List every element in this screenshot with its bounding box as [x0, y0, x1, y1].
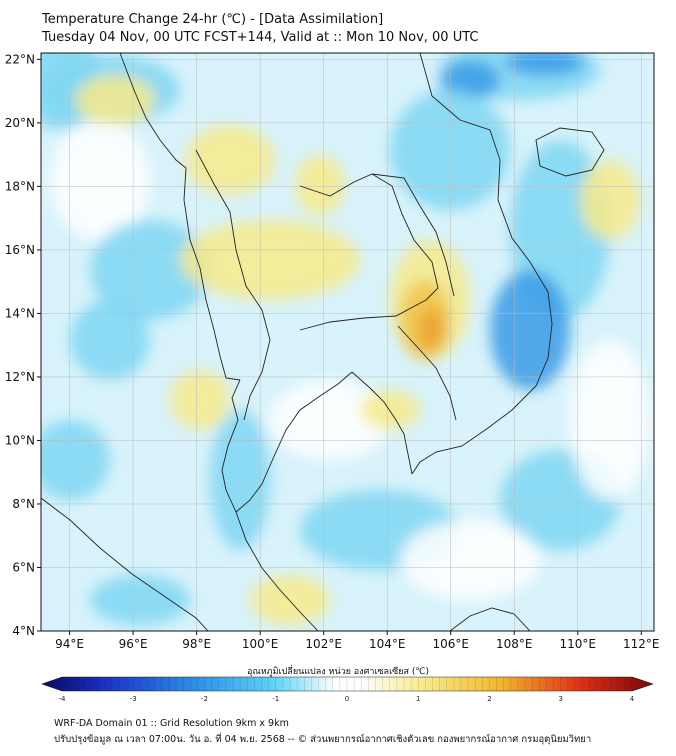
cambodia-coast — [351, 371, 413, 475]
field-patch — [180, 220, 360, 300]
field-patch — [250, 575, 330, 625]
map-subtitle: Tuesday 04 Nov, 00 UTC FCST+144, Valid a… — [42, 30, 479, 45]
colorbar-tick-label: 0 — [345, 695, 349, 703]
field-patch — [170, 370, 230, 430]
lat-tick-label: 18°N — [5, 179, 35, 193]
lat-tick-label: 14°N — [5, 306, 35, 320]
colorbar-tick-label: 4 — [630, 695, 635, 703]
colorbar-tick-label: -3 — [130, 695, 137, 703]
colorbar: -4 -3 -2 -1 0 1 2 3 4 — [41, 676, 654, 703]
lon-tick-label: 98°E — [182, 637, 211, 651]
field-patch — [41, 420, 110, 500]
field-patch — [90, 575, 190, 625]
field-patch — [400, 520, 540, 600]
footer-domain-info: WRF-DA Domain 01 :: Grid Resolution 9km … — [54, 718, 289, 729]
coastline-bay-of-bengal — [119, 53, 187, 169]
borneo — [449, 607, 531, 631]
lat-tick-label: 8°N — [12, 497, 35, 511]
field-patch — [50, 120, 150, 240]
lon-tick-label: 100°E — [242, 637, 279, 651]
lat-tick-label: 16°N — [5, 243, 35, 257]
field-patch — [418, 308, 446, 352]
border-laos-vietnam — [371, 173, 455, 297]
field-patch — [210, 410, 270, 550]
coastline-west — [221, 379, 319, 631]
border-thai-laos — [299, 173, 439, 301]
lon-tick-label: 96°E — [119, 637, 148, 651]
lat-tick-label: 20°N — [5, 116, 35, 130]
footer-update-info: ปรับปรุงข้อมูล ณ เวลา 07:00น. วัน อ. ที่… — [54, 734, 592, 745]
colorbar-tick-label: 3 — [559, 695, 563, 703]
gridlines — [41, 53, 654, 631]
field-patch — [440, 60, 500, 100]
field-patch — [360, 390, 420, 430]
field-patch — [75, 75, 155, 125]
lon-tick-label: 102°E — [305, 637, 342, 651]
lon-tick-label: 110°E — [560, 637, 597, 651]
field-patch — [390, 90, 510, 210]
colorbar-label: อุณหภูมิเปลี่ยนแปลง หน่วย องศาเซลเซียส (… — [246, 667, 430, 677]
colorbar-tick-label: 1 — [416, 695, 420, 703]
coastline-indochina-east — [411, 53, 553, 475]
lon-tick-label: 104°E — [369, 637, 406, 651]
hainan — [535, 127, 605, 177]
country-borders — [41, 53, 605, 631]
field-patch — [70, 300, 150, 380]
lon-tick-label: 106°E — [432, 637, 469, 651]
lat-tick-label: 12°N — [5, 370, 35, 384]
lon-tick-label: 108°E — [496, 637, 533, 651]
field-patch — [580, 160, 640, 240]
field-patch — [185, 125, 275, 195]
lat-tick-label: 22°N — [5, 52, 35, 66]
map-frame — [40, 52, 655, 632]
border-myanmar-thai — [195, 149, 271, 421]
field-patch — [295, 155, 345, 215]
field-patch — [90, 220, 210, 320]
colorbar-tick-label: -2 — [201, 695, 208, 703]
axis-labels: 22°N 20°N 18°N 16°N 14°N 12°N 10°N 8°N 6°N 4°N 94°… — [5, 52, 660, 651]
colorbar-tick-label: -1 — [272, 695, 279, 703]
lat-tick-label: 6°N — [12, 560, 35, 574]
border-thai-cambodia — [299, 299, 427, 331]
lat-tick-label: 10°N — [5, 433, 35, 447]
map-title: Temperature Change 24-hr (℃) - [Data Ass… — [42, 12, 384, 27]
border-cambodia-vietnam — [397, 325, 457, 421]
colorbar-tick-label: -4 — [59, 695, 67, 703]
lon-tick-label: 112°E — [623, 637, 660, 651]
temperature-field — [41, 53, 654, 631]
coastline-myanmar — [183, 167, 241, 381]
lon-tick-label: 94°E — [55, 637, 84, 651]
field-patch — [490, 270, 570, 390]
field-patch — [270, 380, 390, 460]
sumatra — [41, 497, 209, 631]
lat-tick-label: 4°N — [12, 624, 35, 638]
field-patch — [570, 340, 650, 500]
coastline-gulf — [235, 371, 353, 513]
field-patch — [505, 53, 585, 76]
colorbar-tick-label: 2 — [487, 695, 491, 703]
